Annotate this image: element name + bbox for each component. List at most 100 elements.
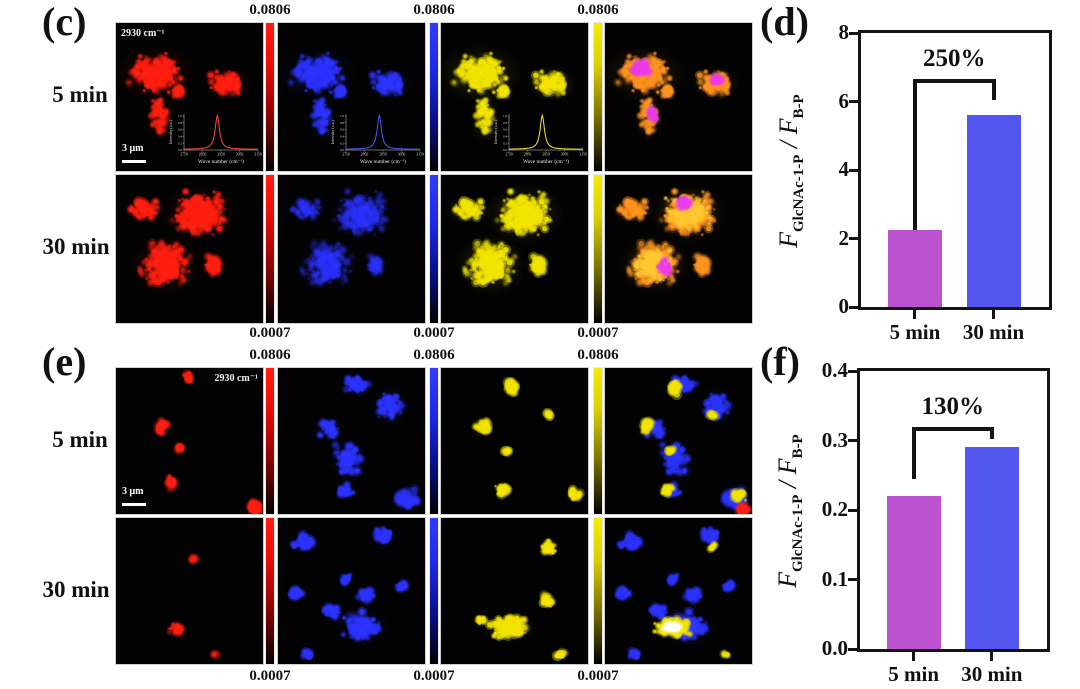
srs-image-c-5min-blue: 0.0 0.2 0.4 0.6 0.8 1.0 2750 2850 2950 3050 3150 In… [277, 22, 426, 172]
spectrum-inset-wrap: 0.0 0.2 0.4 0.6 0.8 1.0 2750 2850 2950 3050 3150 In… [491, 112, 587, 170]
svg-text:0.6: 0.6 [503, 128, 507, 132]
colorbar-min-value: 0.0007 [577, 325, 619, 341]
svg-text:2950: 2950 [542, 153, 550, 157]
colorbar-max-value: 0.0806 [249, 2, 291, 18]
y-axis-tick-label: 4 [838, 157, 850, 181]
srs-image-e-30min-blue [277, 517, 426, 665]
colorbar-red [265, 174, 275, 324]
y-axis-tick-label: 0.4 [821, 358, 848, 382]
srs-canvas [441, 175, 588, 321]
y-axis-tick [848, 578, 857, 581]
srs-canvas [605, 175, 752, 321]
spectrum-inset: 0.0 0.2 0.4 0.6 0.8 1.0 2750 2850 2950 3050 3150 In… [493, 113, 587, 165]
srs-canvas [278, 518, 425, 664]
panel-e-label: (e) [42, 339, 87, 384]
srs-canvas [605, 23, 752, 169]
spectrum-inset: 0.0 0.2 0.4 0.6 0.8 1.0 2750 2850 2950 3050 3150 In… [168, 113, 262, 165]
y-axis-tick [849, 305, 858, 309]
srs-image-c-5min-red: 2930 cm⁻¹ 3 μm 0.0 0.2 0.4 0.6 0.8 1.0 2750 285… [115, 22, 264, 172]
srs-canvas [605, 368, 752, 514]
svg-text:0.4: 0.4 [340, 135, 344, 139]
srs-canvas [278, 23, 425, 169]
x-axis-tick [913, 310, 917, 319]
svg-text:2850: 2850 [361, 153, 369, 157]
y-axis-tick [849, 237, 858, 240]
colorbar-yellow [593, 367, 603, 515]
colorbar-blue [429, 174, 439, 324]
y-axis-tick [848, 369, 857, 373]
svg-text:2850: 2850 [524, 153, 532, 157]
svg-text:1.0: 1.0 [178, 114, 182, 118]
spectrum-inset: 0.0 0.2 0.4 0.6 0.8 1.0 2750 2850 2950 3050 3150 In… [330, 113, 424, 165]
svg-text:3150: 3150 [416, 153, 424, 157]
wavenumber-label: 2930 cm⁻¹ [214, 373, 258, 384]
colorbar-yellow [593, 174, 603, 324]
y-axis-tick-label: 0.2 [821, 497, 848, 521]
colorbar-min-value: 0.0007 [413, 325, 455, 341]
colorbar-blue [429, 22, 439, 172]
srs-image-e-5min-merge [604, 367, 753, 515]
svg-text:0.8: 0.8 [178, 121, 182, 125]
y-axis-tick-label: 6 [838, 88, 850, 113]
colorbar-red [265, 517, 275, 665]
srs-canvas [605, 518, 752, 664]
svg-text:0.0: 0.0 [340, 148, 344, 152]
svg-text:2950: 2950 [379, 153, 387, 157]
svg-text:0.4: 0.4 [178, 135, 182, 139]
srs-image-c-30min-yellow [440, 174, 589, 324]
panel-f-label: (f) [760, 339, 800, 384]
srs-image-e-30min-merge [604, 517, 753, 665]
colorbar-max-value: 0.0806 [577, 347, 619, 363]
colorbar-max-value: 0.0806 [413, 2, 455, 18]
y-axis-tick-label: 8 [838, 20, 850, 44]
bar-30min [966, 115, 1021, 307]
y-axis-title: FGlcNAc-1-P / FB-P [772, 434, 807, 588]
srs-image-e-30min-red [115, 517, 264, 665]
y-axis-tick [849, 100, 858, 103]
colorbar-min-value: 0.0007 [249, 325, 291, 341]
svg-text:Wave number (cm⁻¹): Wave number (cm⁻¹) [198, 158, 244, 165]
srs-canvas [441, 23, 588, 169]
x-category-label: 5 min [889, 320, 941, 344]
svg-text:2850: 2850 [199, 153, 207, 157]
svg-text:0.6: 0.6 [178, 128, 182, 132]
srs-image-c-5min-merge [604, 22, 753, 172]
bar-30min [964, 447, 1019, 649]
srs-canvas [278, 368, 425, 514]
svg-text:0.2: 0.2 [178, 141, 182, 145]
y-axis-tick-label: 0.1 [821, 566, 848, 591]
panel-e-row-5min-label: 5 min [52, 427, 108, 452]
svg-text:0.6: 0.6 [340, 128, 344, 132]
srs-canvas [116, 368, 263, 514]
srs-canvas [441, 368, 588, 514]
y-axis-tick-label: 2 [838, 225, 850, 250]
srs-image-c-30min-merge [604, 174, 753, 324]
colorbar-max-value: 0.0806 [249, 347, 291, 363]
y-axis-tick-label: 0.0 [821, 636, 848, 660]
spectrum-inset-wrap: 0.0 0.2 0.4 0.6 0.8 1.0 2750 2850 2950 3050 3150 In… [328, 112, 424, 170]
y-axis-tick [848, 439, 857, 442]
svg-text:0.0: 0.0 [178, 148, 182, 152]
srs-image-e-5min-yellow [440, 367, 589, 515]
y-axis-tick [848, 647, 857, 651]
srs-canvas [116, 175, 263, 321]
colorbar-min-value: 0.0007 [249, 668, 291, 684]
svg-text:2950: 2950 [217, 153, 225, 157]
y-axis-tick [849, 168, 858, 172]
svg-text:1.0: 1.0 [503, 114, 507, 118]
y-axis-tick [849, 31, 858, 35]
scalebar [122, 503, 146, 506]
scalebar [122, 160, 146, 163]
colorbar-red [265, 22, 275, 172]
svg-text:Intensity (a.u.): Intensity (a.u.) [168, 119, 173, 144]
x-category-label: 30 min [961, 662, 1023, 686]
significance-bracket [989, 428, 994, 440]
srs-image-c-30min-red [115, 174, 264, 324]
panel-c-row-5min-label: 5 min [52, 82, 108, 107]
x-category-label: 30 min [962, 320, 1025, 344]
significance-bracket [911, 428, 916, 479]
colorbar-min-value: 0.0007 [577, 668, 619, 684]
panel-c-label: (c) [42, 0, 87, 44]
wavenumber-label: 2930 cm⁻¹ [121, 28, 165, 39]
svg-text:0.8: 0.8 [503, 121, 507, 125]
